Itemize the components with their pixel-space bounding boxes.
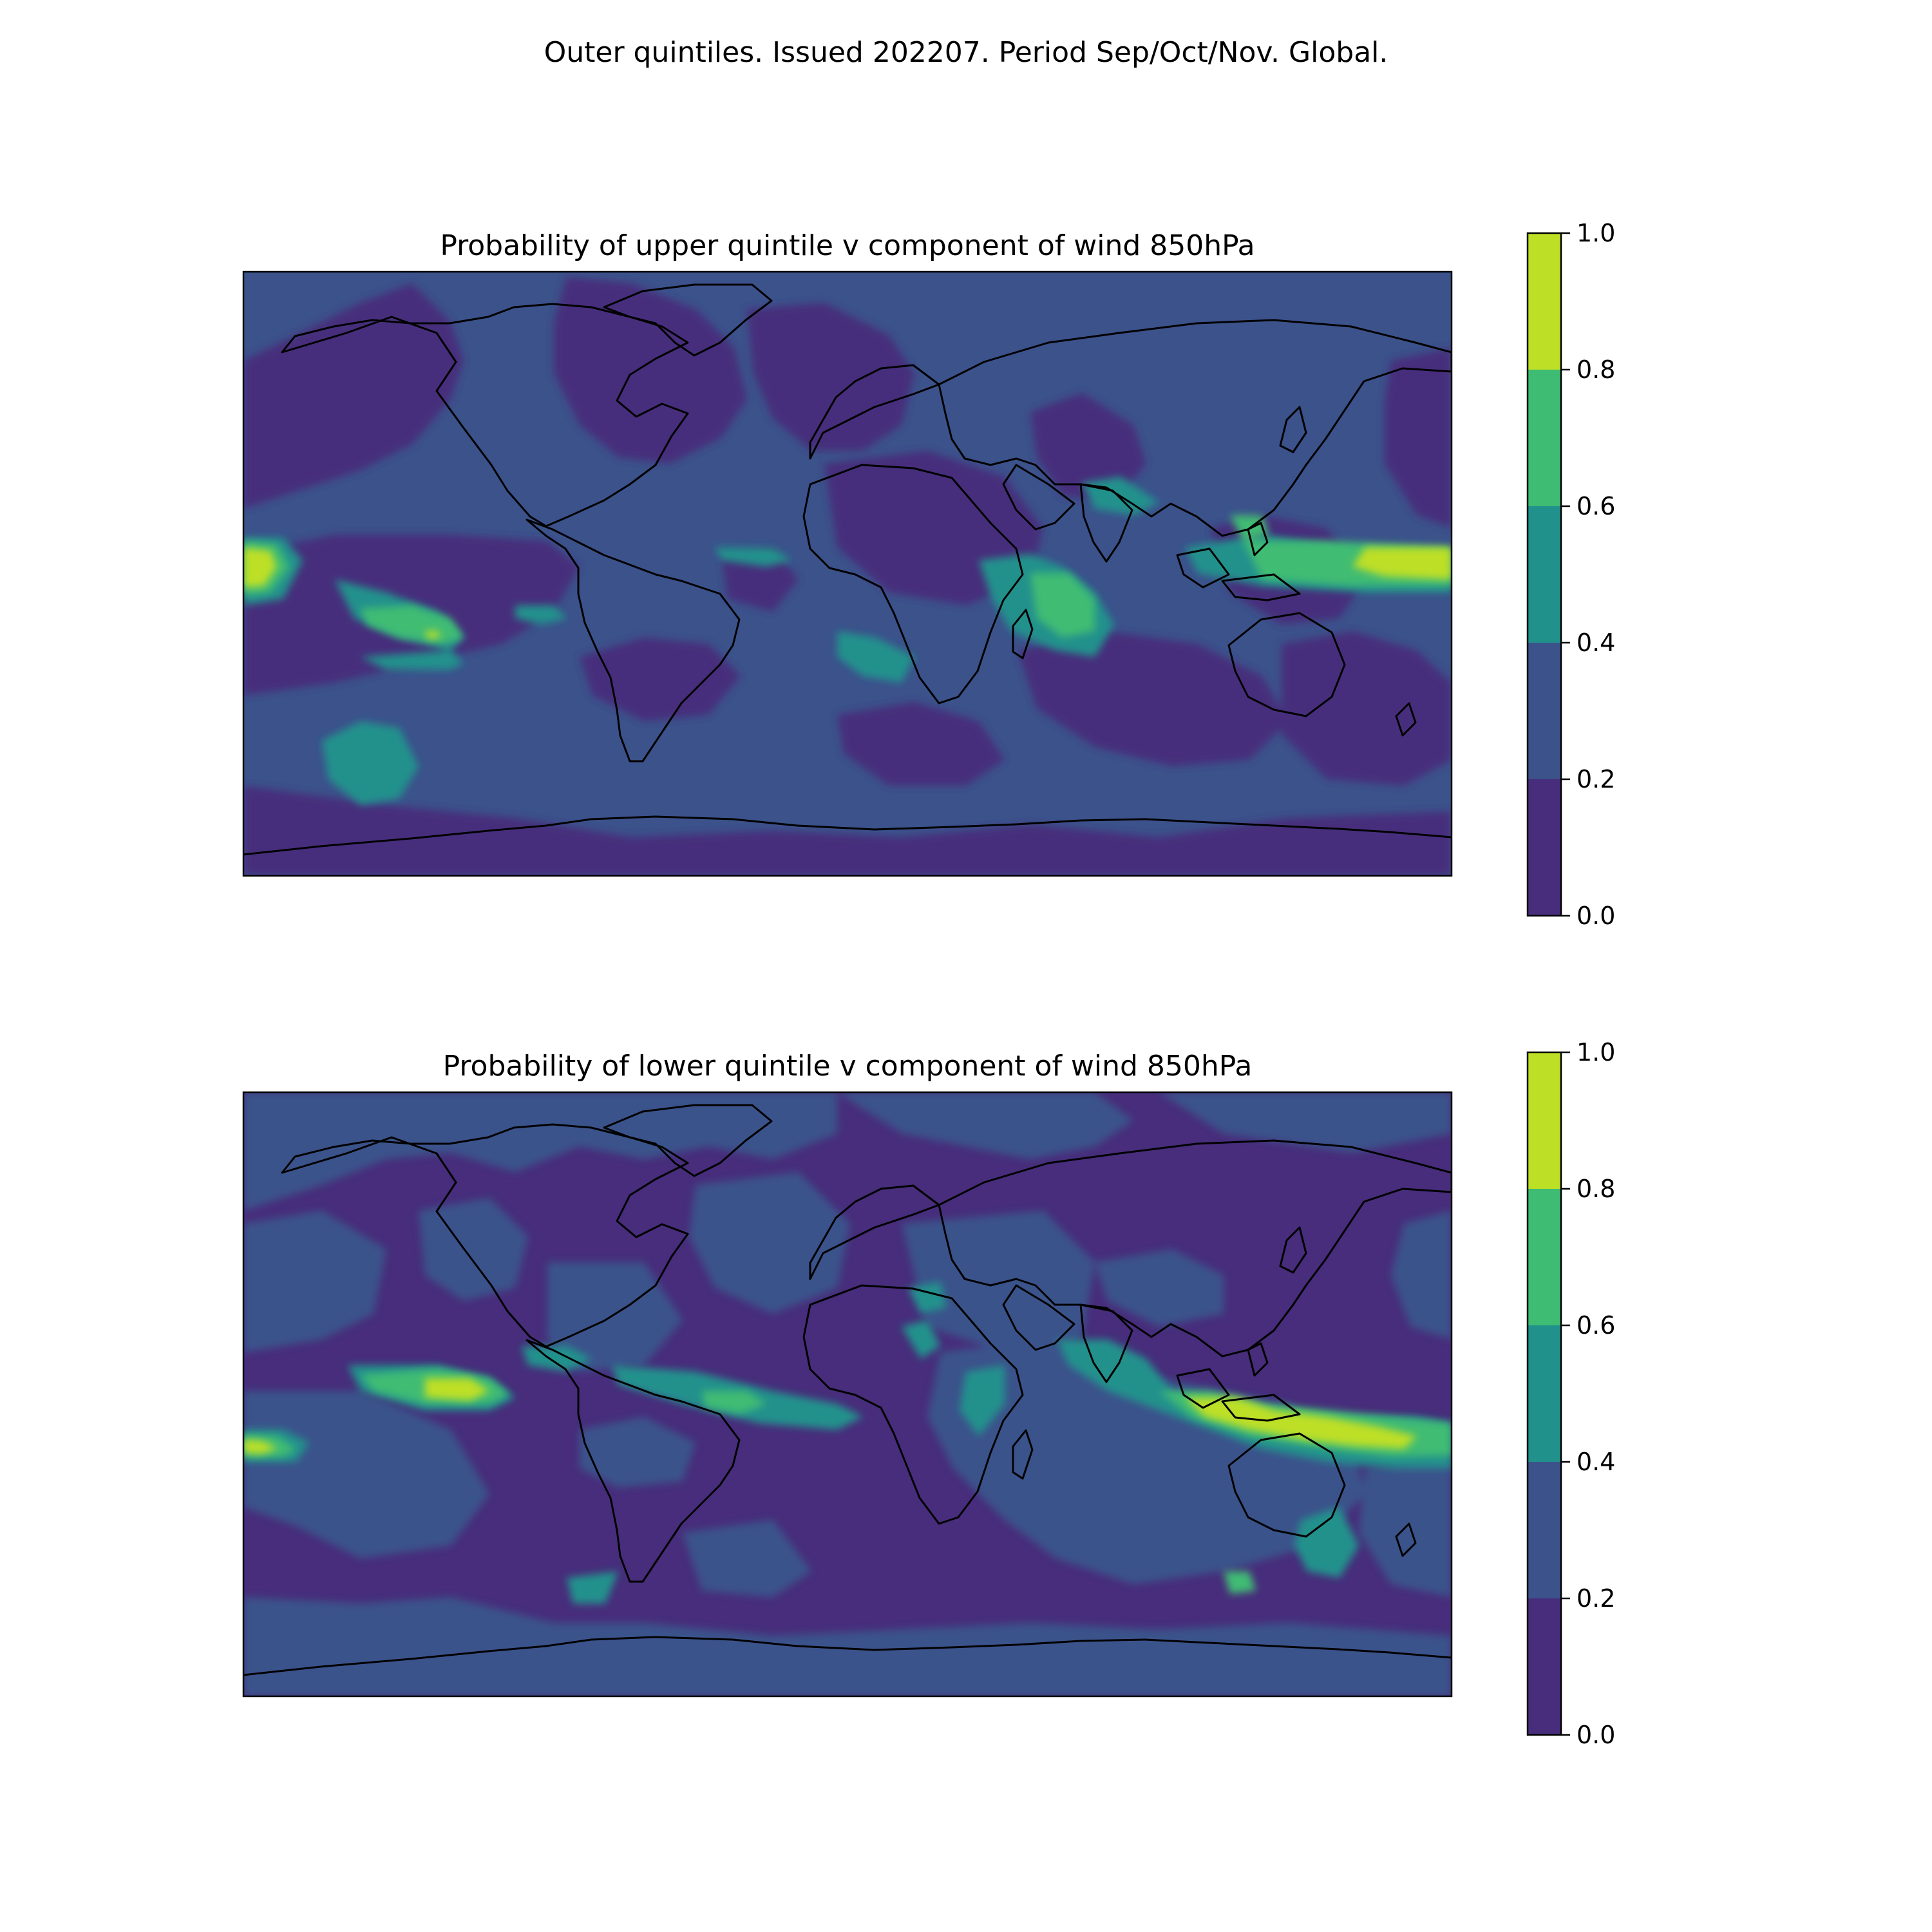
upper-colorbar-tick-label: 0.6 (1577, 492, 1615, 520)
upper-colorbar-tick-label: 0.0 (1577, 902, 1615, 930)
upper-map-frame (242, 270, 1453, 877)
lower-map-fields (243, 1092, 1452, 1696)
upper-colorbar-band (1528, 779, 1561, 916)
upper-peak-prob-regions (243, 547, 1452, 639)
lower-colorbar-band (1528, 1052, 1561, 1189)
lower-colorbar-band (1528, 1598, 1561, 1735)
lower-colorbar-band (1528, 1462, 1561, 1598)
lower-colorbar-tick-label: 1.0 (1577, 1038, 1615, 1066)
upper-colorbar-band (1528, 370, 1561, 506)
upper-colorbar-band (1528, 506, 1561, 643)
panel-title-lower: Probability of lower quintile v componen… (442, 1050, 1253, 1083)
upper-colorbar-frame (1526, 232, 1562, 917)
lower-blue-regions (243, 1092, 1452, 1696)
upper-colorbar-band (1528, 233, 1561, 370)
lower-colorbar-band (1528, 1325, 1561, 1462)
upper-colorbar-tick-label: 0.4 (1577, 629, 1615, 657)
lower-colorbar-tick-label: 0.2 (1577, 1584, 1615, 1613)
figure-title: Outer quintiles. Issued 202207. Period S… (544, 36, 1388, 69)
upper-colorbar-tick-label: 1.0 (1577, 219, 1615, 247)
lower-colorbar-tick-label: 0.0 (1577, 1721, 1615, 1749)
panel-title-upper: Probability of upper quintile v componen… (440, 229, 1255, 262)
upper-map-fields (243, 272, 1452, 876)
lower-colorbar-tick-label: 0.4 (1577, 1448, 1615, 1476)
lower-colorbar: 0.0 0.2 0.4 0.6 0.8 1.0 (1526, 1038, 1615, 1749)
lower-colorbar-tick-label: 0.8 (1577, 1175, 1615, 1203)
upper-colorbar-tick-label: 0.2 (1577, 765, 1615, 793)
lower-map-frame (242, 1091, 1453, 1698)
upper-colorbar-tick-label: 0.8 (1577, 355, 1615, 384)
lower-colorbar-band (1528, 1189, 1561, 1325)
lower-colorbar-tick-label: 0.6 (1577, 1311, 1615, 1340)
upper-colorbar: 0.0 0.2 0.4 0.6 0.8 1.0 (1526, 219, 1615, 930)
lower-peak-prob-regions (243, 1378, 1417, 1454)
lower-colorbar-frame (1526, 1051, 1562, 1736)
upper-colorbar-band (1528, 643, 1561, 779)
